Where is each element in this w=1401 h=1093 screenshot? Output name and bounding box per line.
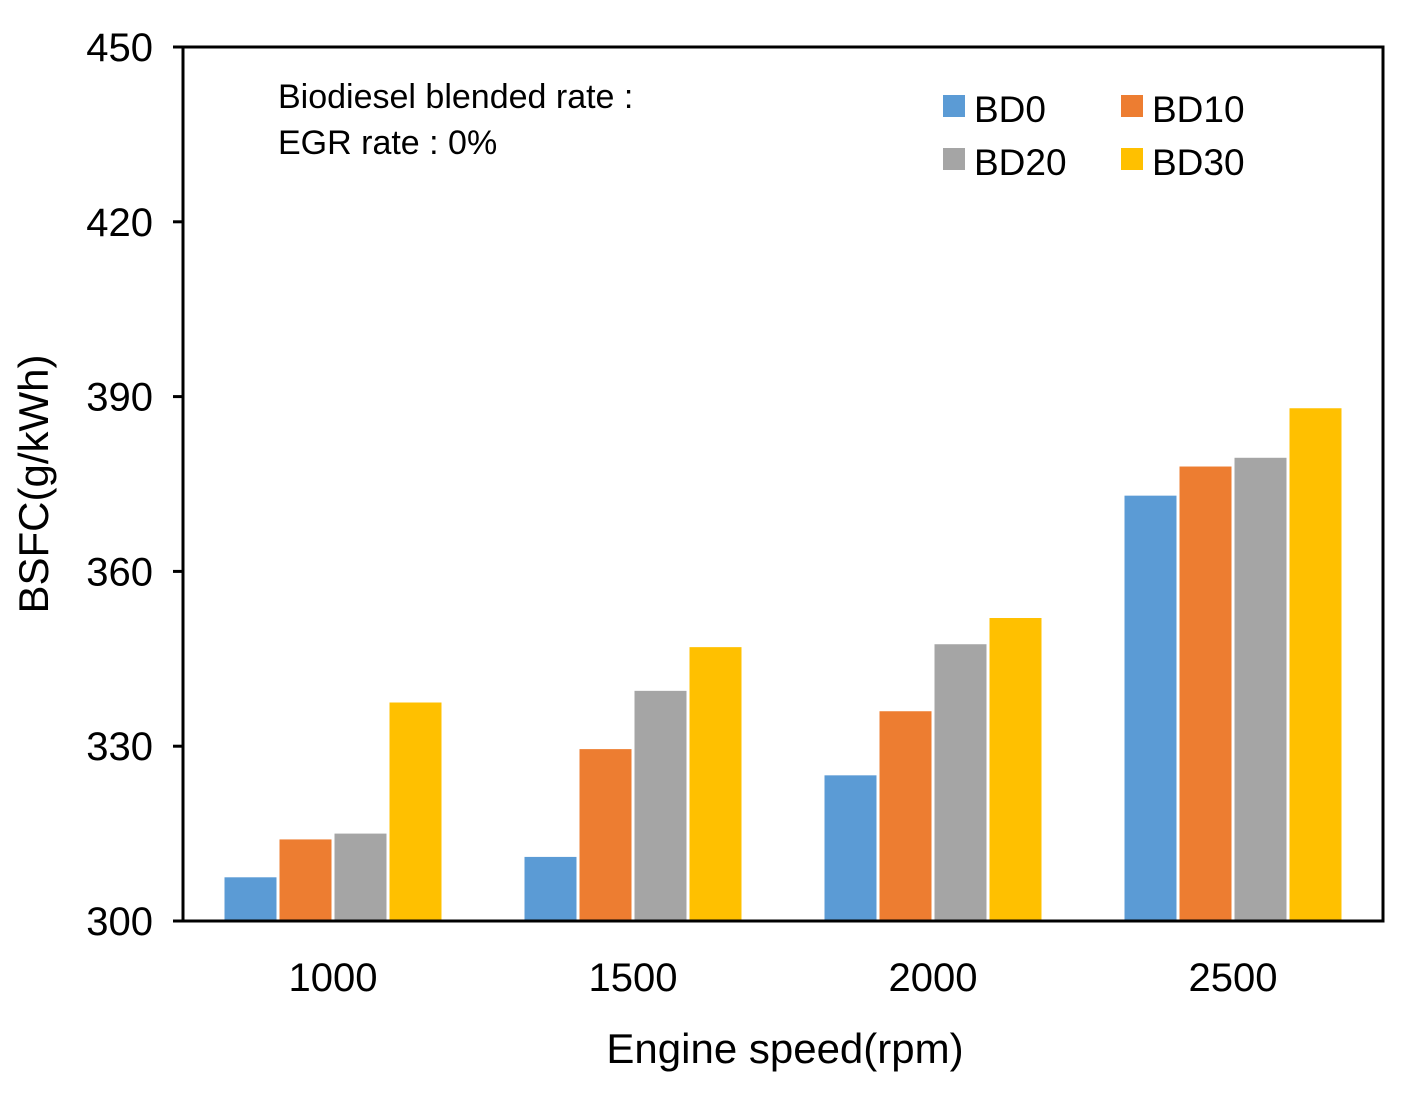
legend-label-bd30: BD30 (1152, 142, 1245, 183)
bar-bd30-2500 (1289, 408, 1342, 922)
legend-swatch-bd10 (1121, 95, 1143, 117)
bar-bd0-2500 (1124, 495, 1177, 921)
x-tick-label-1000: 1000 (289, 956, 378, 1000)
bar-bd20-1500 (634, 690, 687, 921)
bar-bd20-1000 (334, 833, 387, 921)
bar-bd30-1500 (689, 647, 742, 921)
x-tick-label-2500: 2500 (1189, 956, 1278, 1000)
y-tick-label: 300 (86, 900, 153, 944)
bar-bd30-2000 (989, 618, 1042, 921)
y-tick-label: 360 (86, 550, 153, 594)
legend: BD0 BD10 BD20 BD30 (943, 89, 1245, 183)
x-axis-ticks: 1000 1500 2000 2500 (289, 956, 1278, 1000)
plot-area-frame (181, 45, 1385, 923)
x-tick-label-2000: 2000 (889, 956, 978, 1000)
bar-bd20-2500 (1234, 457, 1287, 921)
y-tick-label: 450 (86, 26, 153, 70)
bar-marks (224, 408, 1342, 922)
y-tick-label: 420 (86, 201, 153, 245)
legend-swatch-bd30 (1121, 148, 1143, 170)
annotation-egr-rate: EGR rate : 0% (278, 124, 497, 162)
bar-bd10-2500 (1179, 466, 1232, 921)
x-tick-label-1500: 1500 (589, 956, 678, 1000)
legend-label-bd20: BD20 (974, 142, 1067, 183)
bar-bd0-1000 (224, 877, 277, 921)
legend-label-bd0: BD0 (974, 89, 1046, 130)
bar-bd10-2000 (879, 711, 932, 921)
legend-label-bd10: BD10 (1152, 89, 1245, 130)
legend-swatch-bd20 (943, 148, 965, 170)
y-axis-ticks: 300 330 360 390 420 450 (86, 26, 183, 944)
bar-bd0-1500 (524, 856, 577, 921)
bar-bd30-1000 (389, 702, 442, 921)
annotation-blend-rate: Biodiesel blended rate : (278, 78, 633, 116)
bar-bd0-2000 (824, 775, 877, 921)
y-tick-label: 330 (86, 725, 153, 769)
bar-bd20-2000 (934, 644, 987, 921)
legend-swatch-bd0 (943, 95, 965, 117)
y-axis-title: BSFC(g/kWh) (10, 354, 57, 613)
x-axis-title: Engine speed(rpm) (606, 1025, 963, 1072)
bar-bd10-1000 (279, 839, 332, 921)
bar-bd10-1500 (579, 749, 632, 921)
y-tick-label: 390 (86, 376, 153, 420)
